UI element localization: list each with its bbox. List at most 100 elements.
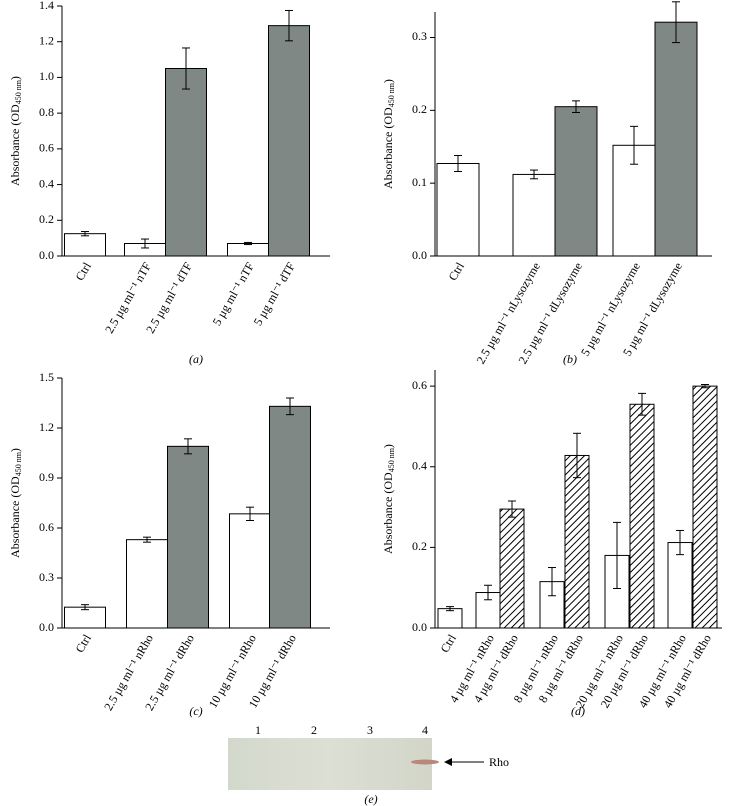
bar [269, 405, 311, 629]
y-tick-label: 0.2 [412, 102, 427, 116]
error-bar [630, 125, 638, 165]
error-bar [530, 169, 538, 180]
gel-image [228, 738, 432, 790]
x-tick-label: Ctrl [438, 631, 460, 655]
bar [437, 608, 463, 629]
panel-caption: (e) [364, 792, 377, 806]
y-tick-label: 1.0 [39, 69, 54, 83]
error-bar [508, 500, 516, 518]
error-bar [143, 536, 151, 543]
error-bar [141, 238, 149, 249]
y-tick-label: 0.1 [412, 175, 427, 189]
y-tick-label: 0.4 [412, 459, 427, 473]
bar [512, 173, 556, 257]
y-tick-label: 0.8 [39, 105, 54, 119]
y-tick-label: 1.2 [39, 420, 54, 434]
error-bar [286, 397, 294, 416]
y-tick-label: 0.6 [39, 141, 54, 155]
y-tick-label: 0.6 [39, 520, 54, 534]
y-tick-label: 0.0 [39, 620, 54, 634]
error-bar [446, 606, 454, 612]
error-bar [572, 100, 580, 114]
y-axis-label: Absorbance (OD450 nm) [381, 444, 396, 554]
y-tick-label: 1.5 [39, 370, 54, 384]
error-bar [484, 584, 492, 601]
arrow-head [444, 758, 452, 766]
y-tick-label: 0.0 [412, 620, 427, 634]
panel-caption: (d) [571, 704, 585, 718]
error-bar [285, 9, 293, 42]
y-label-text: Absorbance (OD [8, 476, 22, 558]
bar [436, 162, 480, 257]
error-bar [613, 521, 621, 589]
bar [165, 68, 207, 257]
error-bar [246, 506, 254, 521]
panel-caption: (b) [563, 352, 577, 366]
bar [554, 106, 598, 257]
y-tick-label: 1.4 [39, 0, 54, 12]
lane-label: 1 [255, 723, 261, 737]
error-bar [573, 432, 581, 479]
y-tick-label: 0.2 [412, 539, 427, 553]
bar [64, 606, 106, 629]
x-tick-label: Ctrl [73, 631, 95, 655]
y-label-end: ) [8, 76, 22, 80]
error-bar [672, 1, 680, 44]
y-label-end: ) [8, 448, 22, 452]
x-tick-label: Ctrl [446, 259, 468, 283]
bar [268, 25, 310, 257]
error-bar [548, 567, 556, 597]
bar [604, 554, 630, 629]
bar [126, 539, 168, 629]
bar [629, 403, 655, 629]
x-tick-label: 5 µg ml⁻¹ dTF [251, 260, 299, 328]
y-tick-label: 0.4 [39, 176, 54, 190]
y-label-end: ) [381, 444, 395, 448]
y-axis-label: Absorbance (OD450 nm) [8, 448, 23, 558]
error-bar [81, 231, 89, 237]
bar [499, 508, 525, 629]
lane-label: 4 [422, 723, 428, 737]
bar [564, 454, 590, 629]
y-tick-label: 0.6 [412, 378, 427, 392]
bar [692, 385, 718, 629]
y-label-end: ) [381, 79, 395, 83]
y-label-sub: 450 nm [14, 79, 23, 104]
y-axis-label: Absorbance (OD450 nm) [8, 76, 23, 186]
error-bar [244, 241, 252, 246]
error-bar [81, 604, 89, 611]
band-label: Rho [489, 755, 509, 769]
y-label-text: Absorbance (OD [381, 472, 395, 554]
y-label-text: Absorbance (OD [381, 107, 395, 189]
y-tick-label: 0.2 [39, 212, 54, 226]
error-bar [638, 392, 646, 416]
bar [227, 243, 269, 257]
y-label-sub: 450 nm [387, 447, 396, 472]
y-label-text: Absorbance (OD [8, 104, 22, 186]
y-tick-label: 0.3 [412, 29, 427, 43]
x-tick-label: Ctrl [73, 259, 95, 283]
bar [167, 445, 209, 629]
gel-panel: 1 2 3 4 Rho (e) [228, 723, 509, 806]
y-tick-label: 0.0 [39, 248, 54, 262]
error-bar [182, 47, 190, 90]
y-tick-label: 0.0 [412, 248, 427, 262]
lane-label: 3 [367, 723, 373, 737]
panel-caption: (a) [189, 352, 203, 366]
error-bar [701, 384, 709, 389]
bar [229, 513, 271, 629]
y-tick-label: 0.9 [39, 470, 54, 484]
y-label-sub: 450 nm [387, 82, 396, 107]
bar [667, 542, 693, 629]
gel-band [411, 759, 439, 765]
bar [654, 21, 698, 257]
y-label-sub: 450 nm [14, 451, 23, 476]
error-bar [676, 529, 684, 556]
error-bar [184, 438, 192, 455]
lane-label: 2 [311, 723, 317, 737]
